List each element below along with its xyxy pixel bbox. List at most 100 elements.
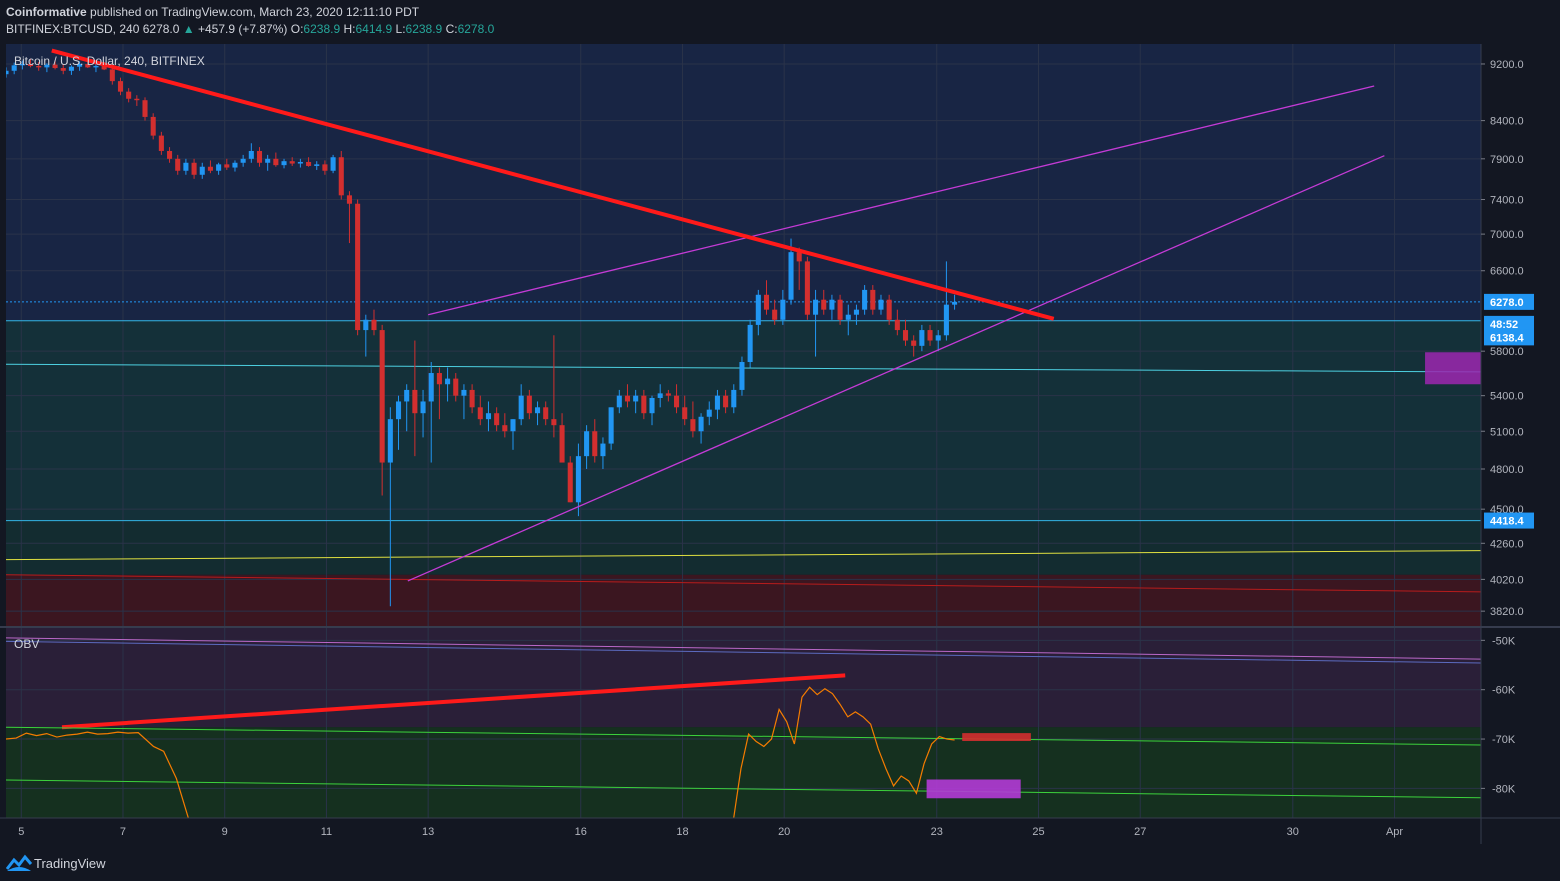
candle[interactable] xyxy=(379,330,385,463)
candle[interactable] xyxy=(44,64,50,68)
candle[interactable] xyxy=(395,401,402,420)
candle[interactable] xyxy=(853,309,859,315)
candle[interactable] xyxy=(281,161,287,166)
candle[interactable] xyxy=(265,158,271,163)
candle[interactable] xyxy=(371,319,377,331)
candle[interactable] xyxy=(543,407,549,420)
obv-green-1[interactable] xyxy=(6,726,1481,746)
candle[interactable] xyxy=(19,63,25,66)
candle[interactable] xyxy=(624,395,631,402)
resistance-trendline[interactable] xyxy=(51,48,1055,321)
candle[interactable] xyxy=(804,261,810,315)
candle[interactable] xyxy=(739,362,745,390)
candle[interactable] xyxy=(935,335,941,341)
candle[interactable] xyxy=(813,299,819,315)
obv-upper-blue[interactable] xyxy=(6,640,1481,664)
price-pane[interactable] xyxy=(3,44,1521,648)
candle[interactable] xyxy=(150,116,156,136)
candle[interactable] xyxy=(167,150,173,159)
candle[interactable] xyxy=(763,294,770,310)
candle[interactable] xyxy=(616,395,622,408)
candle[interactable] xyxy=(330,157,336,171)
candle[interactable] xyxy=(404,389,410,402)
candle[interactable] xyxy=(731,389,737,408)
candle[interactable] xyxy=(494,413,500,426)
candle[interactable] xyxy=(592,431,598,457)
candle[interactable] xyxy=(412,389,418,414)
candle[interactable] xyxy=(142,100,148,117)
candle[interactable] xyxy=(772,309,778,320)
candle[interactable] xyxy=(240,158,246,163)
candle[interactable] xyxy=(747,324,753,363)
candle[interactable] xyxy=(829,299,835,310)
candle[interactable] xyxy=(608,407,614,444)
candle[interactable] xyxy=(183,162,189,171)
candle[interactable] xyxy=(477,407,483,420)
candle[interactable] xyxy=(714,395,720,410)
candle[interactable] xyxy=(36,66,42,68)
candle[interactable] xyxy=(199,166,205,175)
candle[interactable] xyxy=(633,395,639,402)
candle[interactable] xyxy=(706,409,712,417)
candle[interactable] xyxy=(27,63,34,67)
candle[interactable] xyxy=(584,431,590,457)
candle[interactable] xyxy=(534,407,541,414)
candle[interactable] xyxy=(567,462,573,503)
obv-resistance[interactable] xyxy=(61,673,846,730)
candle[interactable] xyxy=(289,161,295,164)
candle[interactable] xyxy=(919,330,925,346)
candle[interactable] xyxy=(420,401,426,414)
candle[interactable] xyxy=(445,378,451,385)
candle[interactable] xyxy=(306,161,312,166)
author-name[interactable]: Coinformative xyxy=(6,5,87,19)
candle[interactable] xyxy=(363,319,369,331)
candle[interactable] xyxy=(755,294,761,325)
candle[interactable] xyxy=(821,299,827,310)
obv-pane[interactable] xyxy=(6,626,1481,823)
candle[interactable] xyxy=(355,203,361,331)
candle[interactable] xyxy=(175,158,181,171)
candle[interactable] xyxy=(600,443,606,457)
candle[interactable] xyxy=(256,150,263,163)
candle[interactable] xyxy=(657,393,663,398)
candle[interactable] xyxy=(837,299,843,320)
candle[interactable] xyxy=(682,407,688,420)
candle[interactable] xyxy=(862,289,868,310)
channel-lower[interactable] xyxy=(407,155,1385,582)
tradingview-brand[interactable]: TradingView xyxy=(34,856,106,871)
candle[interactable] xyxy=(485,413,492,420)
candle[interactable] xyxy=(126,91,132,99)
obv-purple-box[interactable] xyxy=(926,779,1021,799)
tradingview-logo-icon[interactable] xyxy=(6,854,32,872)
candle[interactable] xyxy=(510,419,516,432)
candle[interactable] xyxy=(11,65,17,71)
candle[interactable] xyxy=(502,425,508,432)
candle[interactable] xyxy=(428,373,434,402)
candle[interactable] xyxy=(927,330,933,341)
candle[interactable] xyxy=(101,66,107,70)
obv-upper-pink[interactable] xyxy=(6,637,1481,660)
target-box[interactable] xyxy=(1425,352,1522,385)
candle[interactable] xyxy=(665,393,671,396)
candle[interactable] xyxy=(788,252,794,300)
candle[interactable] xyxy=(461,389,467,396)
candle[interactable] xyxy=(902,330,909,341)
obv-red-box[interactable] xyxy=(962,733,1031,742)
obv-series-line[interactable] xyxy=(733,686,955,820)
candle[interactable] xyxy=(943,304,949,336)
candle[interactable] xyxy=(117,81,124,92)
candle[interactable] xyxy=(575,456,581,503)
candle[interactable] xyxy=(641,395,647,414)
candle[interactable] xyxy=(68,66,74,71)
candle[interactable] xyxy=(649,397,655,414)
yellow-line[interactable] xyxy=(6,550,1481,561)
candle[interactable] xyxy=(723,395,729,408)
candle[interactable] xyxy=(845,314,851,320)
candle[interactable] xyxy=(93,66,99,68)
red-floor[interactable] xyxy=(6,574,1481,593)
candle[interactable] xyxy=(52,64,58,69)
candle[interactable] xyxy=(674,395,680,408)
candle[interactable] xyxy=(796,252,802,262)
candle[interactable] xyxy=(207,166,213,171)
candle[interactable] xyxy=(526,395,532,414)
